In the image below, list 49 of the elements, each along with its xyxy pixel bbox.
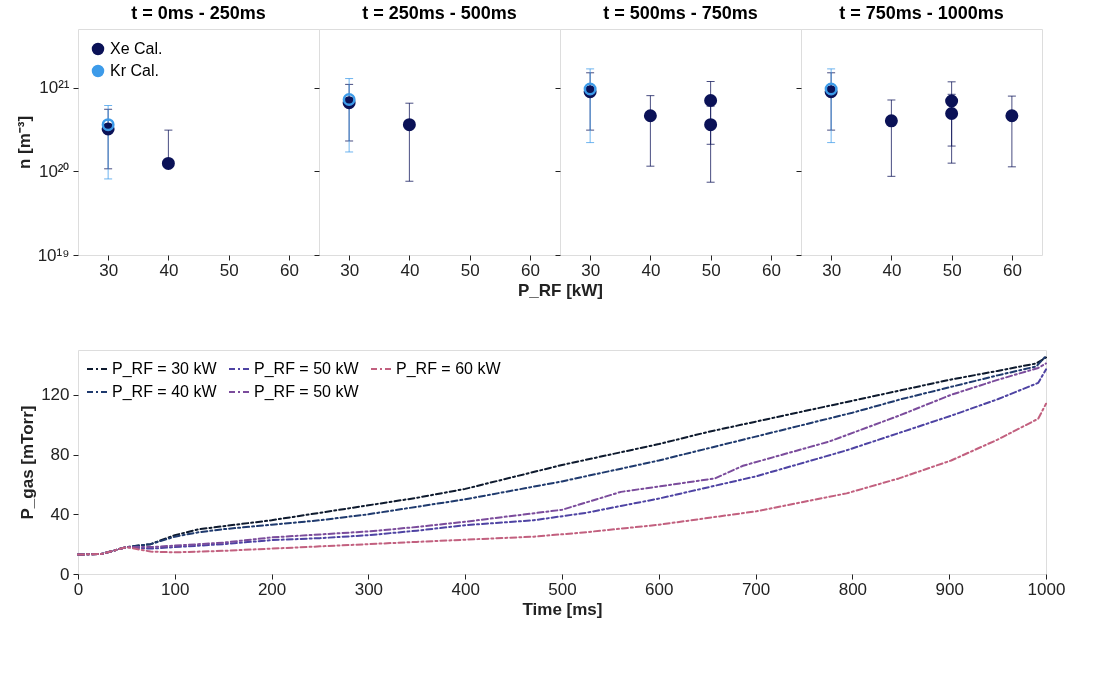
- x-tick-label: 100: [161, 579, 190, 599]
- y-tick-label: 40: [50, 504, 70, 524]
- y-tick-label: 0: [60, 564, 70, 584]
- x-tick-label: 0: [73, 579, 84, 599]
- x-tick-label: 50: [219, 260, 239, 280]
- y-tick-label: 10²⁰: [38, 161, 70, 181]
- x-tick-label: 1000: [1027, 579, 1066, 599]
- x-tick-label: 700: [741, 579, 771, 599]
- chart-title: t = 250ms - 500ms: [362, 3, 517, 23]
- x-tick-label: 30: [340, 260, 360, 280]
- x-tick-label: 500: [548, 579, 577, 599]
- x-tick-label: 60: [279, 260, 299, 280]
- chart-title: t = 0ms - 250ms: [131, 3, 266, 23]
- x-tick-label: 30: [99, 260, 119, 280]
- legend-label: P_RF = 50 kW: [254, 360, 360, 378]
- x-tick-label: 600: [645, 579, 674, 599]
- x-axis-title: P_RF [kW]: [518, 280, 603, 300]
- legend-label: P_RF = 30 kW: [112, 360, 218, 378]
- legend-label: Kr Cal.: [110, 62, 159, 79]
- x-tick-label: 60: [1002, 260, 1022, 280]
- legend-label: Xe Cal.: [110, 40, 163, 57]
- x-tick-label: 40: [159, 260, 179, 280]
- x-tick-label: 200: [257, 579, 287, 599]
- y-axis-title: n [m⁻³]: [14, 115, 34, 170]
- chart-title: t = 500ms - 750ms: [603, 3, 758, 23]
- y-tick-label: 80: [50, 445, 70, 465]
- y-tick-label: 120: [41, 385, 70, 405]
- x-tick-label: 400: [451, 579, 480, 599]
- x-tick-label: 50: [942, 260, 962, 280]
- x-tick-label: 60: [761, 260, 781, 280]
- y-axis-title: P_gas [mTorr]: [18, 405, 38, 520]
- y-tick-label: 10²¹: [39, 78, 70, 98]
- legend-label: P_RF = 50 kW: [254, 383, 360, 401]
- x-tick-label: 40: [882, 260, 902, 280]
- y-tick-label: 10¹⁹: [37, 245, 70, 265]
- x-tick-label: 50: [701, 260, 721, 280]
- x-tick-label: 50: [460, 260, 480, 280]
- x-tick-label: 40: [641, 260, 661, 280]
- x-tick-label: 40: [400, 260, 420, 280]
- x-tick-label: 800: [838, 579, 868, 599]
- x-axis-title: Time [ms]: [522, 599, 603, 619]
- legend-label: P_RF = 60 kW: [396, 360, 502, 378]
- x-tick-label: 900: [935, 579, 964, 599]
- chart-title: t = 750ms - 1000ms: [839, 3, 1004, 23]
- legend-label: P_RF = 40 kW: [112, 383, 218, 401]
- x-tick-label: 60: [520, 260, 540, 280]
- x-tick-label: 30: [822, 260, 842, 280]
- x-tick-label: 30: [581, 260, 601, 280]
- x-tick-label: 300: [354, 579, 384, 599]
